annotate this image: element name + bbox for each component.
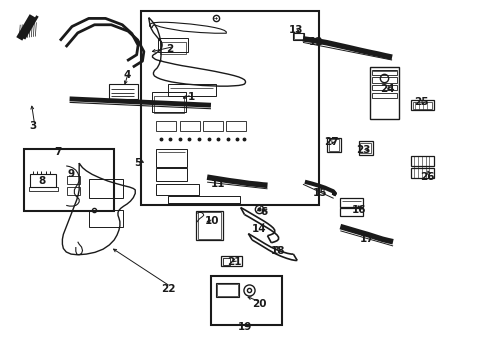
Bar bbox=[410, 100, 433, 110]
Bar bbox=[369, 67, 398, 119]
Bar bbox=[410, 156, 433, 166]
Bar bbox=[203, 121, 223, 131]
Bar bbox=[154, 96, 184, 113]
Text: 15: 15 bbox=[312, 188, 327, 198]
Bar bbox=[30, 174, 56, 187]
Text: 10: 10 bbox=[204, 216, 219, 226]
Text: 9: 9 bbox=[67, 168, 75, 179]
Bar bbox=[412, 102, 431, 109]
Bar bbox=[141, 11, 318, 205]
Bar bbox=[371, 93, 396, 98]
Bar bbox=[221, 256, 241, 266]
Text: 14: 14 bbox=[251, 224, 265, 234]
Bar bbox=[197, 212, 221, 239]
Bar bbox=[294, 33, 303, 39]
Text: 24: 24 bbox=[379, 84, 394, 94]
Bar bbox=[156, 184, 199, 195]
Bar bbox=[29, 187, 58, 191]
Bar bbox=[371, 85, 396, 90]
Text: 13: 13 bbox=[288, 25, 303, 35]
Bar bbox=[156, 168, 187, 181]
Text: 8: 8 bbox=[39, 176, 46, 186]
Bar bbox=[371, 69, 396, 75]
Text: 19: 19 bbox=[238, 323, 252, 333]
Text: 5: 5 bbox=[134, 158, 142, 168]
Bar bbox=[210, 276, 281, 325]
Bar bbox=[67, 187, 80, 195]
Text: 7: 7 bbox=[54, 148, 61, 157]
Bar bbox=[89, 179, 123, 198]
Bar bbox=[410, 168, 433, 178]
Text: 3: 3 bbox=[29, 121, 36, 131]
Text: 17: 17 bbox=[359, 234, 373, 244]
Bar bbox=[340, 208, 363, 216]
Text: 21: 21 bbox=[226, 257, 241, 267]
Bar bbox=[326, 138, 341, 153]
Bar bbox=[358, 141, 372, 154]
Bar bbox=[340, 198, 363, 207]
Text: 26: 26 bbox=[420, 172, 434, 182]
Text: 11: 11 bbox=[210, 179, 225, 189]
Bar bbox=[215, 283, 238, 297]
Text: 22: 22 bbox=[161, 284, 176, 294]
Text: 12: 12 bbox=[308, 37, 323, 47]
Text: 27: 27 bbox=[324, 137, 338, 147]
Bar bbox=[328, 139, 339, 151]
Bar bbox=[160, 42, 185, 54]
Bar bbox=[372, 69, 395, 71]
Text: 2: 2 bbox=[166, 45, 174, 54]
Bar bbox=[216, 284, 237, 296]
Bar bbox=[156, 149, 187, 167]
Text: 16: 16 bbox=[351, 205, 366, 215]
Bar bbox=[195, 211, 223, 240]
Bar bbox=[152, 92, 185, 112]
Bar bbox=[109, 84, 138, 99]
Bar bbox=[360, 143, 370, 153]
Bar bbox=[156, 121, 176, 131]
Bar bbox=[167, 84, 215, 96]
Bar bbox=[24, 149, 114, 211]
Bar bbox=[67, 176, 80, 184]
Bar bbox=[180, 121, 200, 131]
Bar bbox=[371, 77, 396, 83]
Text: 1: 1 bbox=[188, 92, 195, 102]
Text: 20: 20 bbox=[251, 299, 265, 309]
Text: 25: 25 bbox=[414, 98, 428, 107]
Text: 18: 18 bbox=[270, 246, 285, 256]
Bar bbox=[226, 121, 246, 131]
Text: 4: 4 bbox=[123, 70, 130, 80]
Bar bbox=[293, 32, 304, 40]
Bar bbox=[158, 38, 187, 52]
Text: 6: 6 bbox=[260, 207, 267, 217]
Text: 23: 23 bbox=[355, 145, 370, 155]
Bar bbox=[89, 210, 123, 226]
